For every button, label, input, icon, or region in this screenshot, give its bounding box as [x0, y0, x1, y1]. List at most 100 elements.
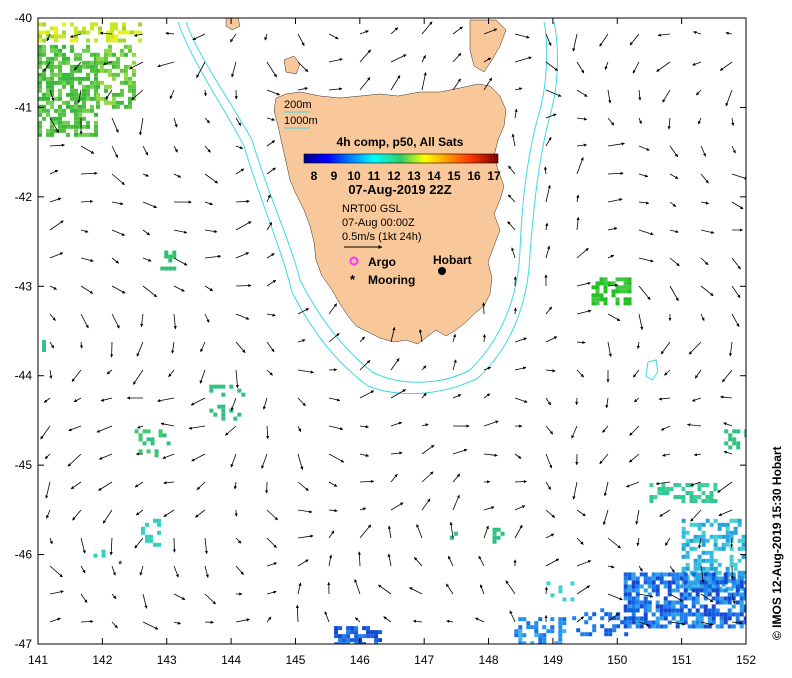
sst-pixel — [721, 522, 726, 527]
sst-pixel — [374, 630, 379, 635]
sst-pixel — [715, 608, 720, 613]
sst-pixel — [701, 530, 706, 535]
sst-pixel — [110, 34, 114, 39]
sst-pixel — [635, 608, 640, 613]
sst-pixel — [106, 38, 110, 43]
current-vector — [102, 509, 113, 524]
current-vector — [204, 173, 219, 184]
sst-pixel — [138, 449, 143, 454]
current-vector — [655, 481, 671, 486]
product-title: 4h comp, p50, All Sats — [337, 135, 464, 149]
sst-pixel — [74, 56, 78, 61]
sst-pixel — [221, 384, 226, 389]
current-vector — [576, 616, 585, 623]
sst-pixel — [604, 632, 609, 637]
flinders-island — [469, 19, 507, 73]
sst-pixel — [66, 76, 70, 81]
sst-pixel — [94, 88, 98, 93]
current-vector — [603, 481, 609, 497]
current-vector — [421, 21, 433, 35]
current-vector — [142, 145, 149, 156]
sst-pixel — [739, 608, 744, 613]
sst-pixel — [492, 527, 497, 532]
current-vector — [660, 425, 671, 431]
sst-pixel — [600, 624, 605, 629]
sst-pixel — [50, 88, 54, 93]
current-vector — [262, 397, 268, 410]
sst-pixel — [74, 104, 78, 109]
current-vector — [297, 308, 310, 315]
sst-pixel — [744, 429, 746, 434]
sst-pixel — [346, 634, 351, 639]
current-vector — [607, 283, 619, 287]
sst-pixel — [725, 522, 730, 527]
sst-pixel — [679, 592, 684, 597]
sst-pixel — [697, 558, 702, 563]
sst-pixel — [627, 584, 632, 589]
current-vector — [576, 537, 584, 545]
sst-pixel — [719, 600, 724, 605]
sst-pixel — [591, 301, 596, 306]
sst-pixel — [115, 92, 120, 97]
sst-pixel — [103, 84, 108, 89]
sst-pixel — [66, 124, 70, 129]
current-vector — [102, 61, 113, 66]
sst-pixel — [681, 487, 686, 492]
sst-pixel — [50, 100, 54, 105]
current-vector — [80, 565, 86, 574]
sst-pixel — [729, 558, 734, 563]
sst-pixel — [131, 68, 136, 73]
sst-pixel — [58, 76, 62, 81]
sst-pixel — [111, 104, 116, 109]
sst-pixel — [354, 642, 359, 644]
sst-pixel — [681, 495, 686, 500]
sst-pixel — [82, 108, 86, 113]
current-vector — [545, 509, 556, 518]
sst-pixel — [550, 617, 555, 622]
sst-pixel — [703, 612, 708, 617]
current-vector — [511, 247, 516, 259]
sst-pixel — [623, 616, 628, 621]
sst-pixel — [90, 108, 94, 113]
sst-pixel — [350, 630, 355, 635]
current-vector — [576, 281, 591, 287]
sst-pixel — [209, 408, 214, 413]
sst-pixel — [603, 297, 608, 302]
sst-pixel — [723, 600, 728, 605]
sst-pixel — [709, 554, 714, 559]
sst-pixel — [570, 581, 575, 586]
sst-pixel — [354, 626, 359, 631]
sst-pixel — [615, 289, 620, 294]
sst-pixel — [122, 22, 126, 27]
colorbar — [303, 153, 499, 164]
colorbar-tick-label: 17 — [487, 169, 501, 183]
current-vector — [700, 201, 710, 205]
sst-pixel — [103, 88, 108, 93]
sst-pixel — [58, 52, 62, 57]
sst-pixel — [719, 596, 724, 601]
sst-pixel — [685, 491, 690, 496]
sst-pixel — [142, 429, 147, 434]
sst-pixel — [94, 22, 98, 27]
sst-pixel — [62, 84, 66, 89]
sst-pixel — [623, 576, 628, 581]
current-vector — [545, 397, 552, 406]
sst-pixel — [711, 612, 716, 617]
sst-pixel — [627, 301, 632, 306]
sst-pixel — [659, 576, 664, 581]
sst-pixel — [62, 52, 66, 57]
lon-tick-label: 150 — [607, 653, 627, 667]
sst-pixel — [546, 581, 551, 586]
sst-pixel — [732, 437, 737, 442]
current-vector — [514, 87, 523, 91]
sst-pixel — [46, 84, 50, 89]
current-vector — [49, 565, 63, 578]
current-vector — [545, 481, 552, 490]
sst-pixel — [699, 576, 704, 581]
sst-pixel — [70, 92, 74, 97]
sst-pixel — [46, 34, 50, 39]
sst-pixel — [709, 566, 714, 571]
sst-pixel — [709, 534, 714, 539]
sst-pixel — [620, 620, 625, 625]
sst-pixel — [78, 108, 82, 113]
